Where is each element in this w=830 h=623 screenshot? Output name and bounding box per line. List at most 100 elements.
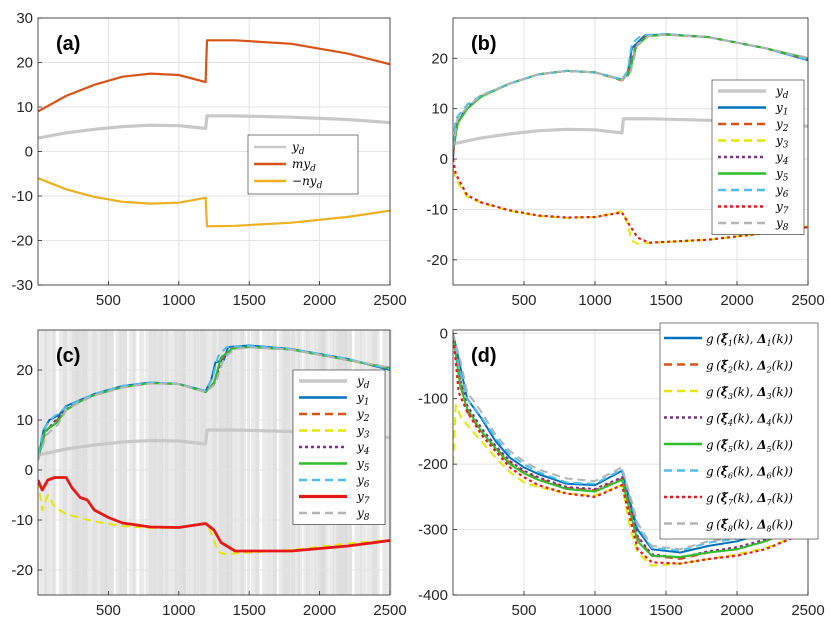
band [182, 330, 190, 595]
band [230, 330, 236, 595]
legend-label: g (ξ̃5(k), Δ5(k)) [706, 438, 793, 454]
legend-label: g (ξ̃7(k), Δ7(k)) [706, 491, 793, 507]
legend-label: y4 [356, 440, 370, 457]
band [85, 330, 98, 595]
series-line-7 [453, 158, 808, 244]
band [272, 330, 278, 595]
x-tick-label: 500 [96, 602, 121, 619]
legend-label: myd [292, 157, 316, 174]
band [226, 330, 233, 595]
x-tick-label: 2500 [373, 602, 406, 619]
y-tick-label: -10 [11, 512, 33, 529]
band [63, 330, 69, 595]
x-tick-label: 2000 [303, 292, 336, 309]
legend-label: y5 [356, 457, 370, 474]
y-tick-label: -30 [11, 277, 33, 294]
y-tick-label: -20 [426, 252, 448, 269]
y-tick-label: -200 [418, 456, 448, 473]
band [58, 330, 68, 595]
band [262, 330, 270, 595]
band [240, 330, 246, 595]
band [268, 330, 277, 595]
series-line-8 [38, 346, 390, 461]
panel-2: 500 1000 1500 2000 2500-20-1001020(c)ydy1y2y… [11, 329, 407, 619]
y-tick-label: 10 [431, 101, 448, 118]
x-tick-label: 500 [96, 292, 121, 309]
band [385, 330, 390, 595]
x-tick-label: 1000 [162, 292, 195, 309]
band [153, 330, 164, 595]
legend-label: y7 [775, 200, 789, 217]
x-tick-label: 1500 [233, 292, 266, 309]
band [193, 330, 199, 595]
band [139, 330, 145, 595]
band [285, 330, 295, 595]
band [169, 330, 179, 595]
legend-label: g (ξ̃2(k), Δ2(k)) [706, 359, 793, 375]
legend-label: y6 [775, 183, 789, 200]
legend-label: g (ξ̃8(k), Δ8(k)) [706, 518, 793, 534]
y-tick-label: -10 [11, 188, 33, 205]
band [164, 330, 169, 595]
legend-label: y6 [356, 473, 370, 490]
legend-label: y1 [775, 101, 789, 118]
band [218, 330, 229, 595]
x-tick-label: 1000 [578, 602, 611, 619]
band [158, 330, 163, 595]
series-group [38, 39, 390, 228]
series-line-6 [453, 333, 808, 565]
legend-label: y8 [775, 216, 789, 233]
x-tick-label: 2000 [303, 602, 336, 619]
panel-1: 500 1000 1500 2000 2500-20-1001020(b)ydy1y2y… [426, 17, 825, 309]
band [282, 330, 286, 595]
series-group [453, 333, 808, 567]
y-tick-label: 30 [16, 10, 33, 27]
legend-label: y2 [356, 407, 370, 424]
y-tick-label: -20 [11, 233, 33, 250]
x-tick-label: 2500 [373, 292, 406, 309]
legend-label: g (ξ̃3(k), Δ3(k)) [706, 385, 793, 401]
x-tick-label: 1500 [649, 292, 682, 309]
x-tick-label: 1500 [649, 602, 682, 619]
legend-label: y2 [775, 117, 789, 134]
y-tick-label: 20 [16, 362, 33, 379]
band [178, 330, 186, 595]
series-line-4 [453, 333, 808, 558]
band [122, 330, 128, 595]
panel-3: 500 1000 1500 2000 2500 -400 -300 -200 -100 0 (d) g… [418, 322, 825, 619]
legend-label: −nyd [292, 174, 323, 191]
band [128, 330, 135, 595]
panel-label: (d) [471, 345, 497, 367]
legend-label: yd [775, 84, 789, 101]
band [200, 330, 206, 595]
legend-label: g (ξ̃4(k), Δ4(k)) [706, 412, 793, 428]
y-tick-label: 0 [25, 144, 33, 161]
band [388, 330, 393, 595]
legend-label: y3 [775, 134, 789, 151]
y-tick-label: 0 [25, 462, 33, 479]
legend-box [292, 369, 386, 525]
legend-label: y4 [775, 150, 789, 167]
series-line-7 [38, 476, 390, 553]
series-line-2 [38, 177, 390, 228]
panel-0: 500 1000 1500 2000 2500 -30 -20 -10 0 10 20 30 (a) yd… [11, 10, 406, 309]
x-tick-label: 2000 [720, 292, 753, 309]
series-line-0 [38, 114, 390, 140]
x-tick-label: 2000 [720, 602, 753, 619]
y-tick-label: 0 [440, 151, 448, 168]
legend-label: g (ξ̃1(k), Δ1(k)) [706, 332, 793, 348]
legend-box [659, 322, 819, 540]
legend-label: yd [356, 374, 370, 391]
band [132, 330, 137, 595]
band [189, 330, 197, 595]
legend-label: y1 [356, 391, 370, 408]
band [44, 330, 49, 595]
panel-label: (b) [471, 33, 497, 55]
x-tick-label: 1000 [162, 602, 195, 619]
band [47, 330, 55, 595]
band [212, 330, 224, 595]
band [255, 330, 260, 595]
band [251, 330, 260, 595]
x-tick-label: 2500 [791, 292, 824, 309]
